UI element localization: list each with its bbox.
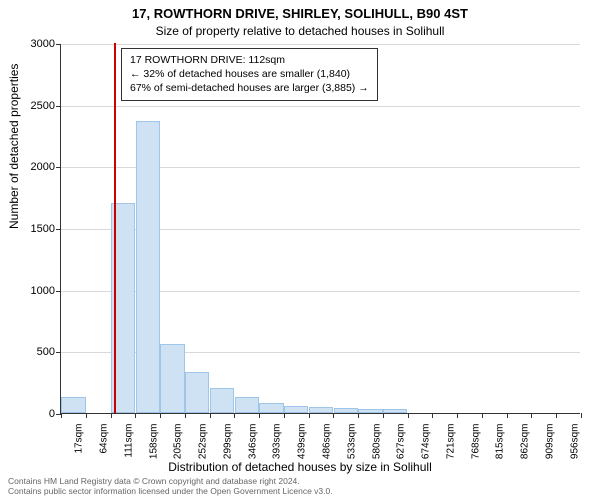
x-tick-label: 533sqm [344,424,357,460]
x-tick-label: 768sqm [468,424,481,460]
x-tick [160,413,161,418]
footer-line1: Contains HM Land Registry data © Crown c… [8,476,333,486]
x-tick [185,413,186,418]
x-tick [556,413,557,418]
chart-title-line1: 17, ROWTHORN DRIVE, SHIRLEY, SOLIHULL, B… [0,6,600,21]
x-tick [210,413,211,418]
histogram-bar [259,403,283,413]
x-tick-label: 252sqm [196,424,209,460]
x-tick-label: 111sqm [121,424,134,458]
x-tick-label: 909sqm [542,424,555,460]
y-tick-label: 3000 [31,38,61,50]
x-tick-label: 346sqm [245,424,258,460]
x-tick [61,413,62,418]
footer: Contains HM Land Registry data © Crown c… [8,476,333,496]
x-tick-label: 205sqm [171,424,184,460]
x-tick-label: 956sqm [567,424,580,460]
x-tick [408,413,409,418]
x-tick [432,413,433,418]
x-tick [259,413,260,418]
histogram-bar [334,408,358,413]
y-tick-label: 500 [37,346,61,358]
y-tick-label: 2000 [31,161,61,173]
histogram-bar [284,406,308,413]
x-tick [358,413,359,418]
chart-title-line2: Size of property relative to detached ho… [0,24,600,38]
annotation-line1: 17 ROWTHORN DRIVE: 112sqm [130,53,369,67]
histogram-bar [358,409,382,413]
x-tick-label: 486sqm [320,424,333,460]
histogram-bar [210,388,234,413]
histogram-bar [185,372,209,413]
annotation-line3: 67% of semi-detached houses are larger (… [130,81,369,95]
x-tick-label: 299sqm [220,424,233,460]
y-tick-label: 1000 [31,285,61,297]
x-tick-label: 393sqm [270,424,283,460]
y-axis-title: Number of detached properties [7,64,21,229]
x-tick [309,413,310,418]
x-tick [457,413,458,418]
plot-area: 05001000150020002500300017sqm64sqm111sqm… [60,44,580,414]
histogram-bar [383,409,407,413]
annotation-box: 17 ROWTHORN DRIVE: 112sqm ← 32% of detac… [121,48,378,101]
histogram-bar [160,344,184,413]
y-tick-label: 2500 [31,100,61,112]
histogram-bar [136,121,160,413]
x-tick-label: 862sqm [518,424,531,460]
x-tick-label: 674sqm [419,424,432,460]
histogram-bar [235,397,259,413]
grid-line [61,44,580,45]
x-tick [333,413,334,418]
property-marker-line [114,43,116,413]
x-tick-label: 815sqm [493,424,506,460]
y-tick-label: 0 [49,408,61,420]
x-tick [86,413,87,418]
x-tick [284,413,285,418]
x-tick [531,413,532,418]
x-tick-label: 439sqm [295,424,308,460]
grid-line [61,106,580,107]
histogram-bar [61,397,85,413]
x-tick [581,413,582,418]
x-tick [135,413,136,418]
x-tick [383,413,384,418]
x-tick-label: 17sqm [72,424,85,454]
x-tick-label: 721sqm [443,424,456,460]
x-tick [482,413,483,418]
footer-line2: Contains public sector information licen… [8,486,333,496]
chart-container: 17, ROWTHORN DRIVE, SHIRLEY, SOLIHULL, B… [0,0,600,500]
x-tick [111,413,112,418]
histogram-bar [309,407,333,413]
x-tick [507,413,508,418]
x-axis-title: Distribution of detached houses by size … [0,460,600,474]
x-tick-label: 64sqm [97,424,110,454]
y-tick-label: 1500 [31,223,61,235]
x-tick [234,413,235,418]
x-tick-label: 580sqm [369,424,382,460]
annotation-line2: ← 32% of detached houses are smaller (1,… [130,67,369,81]
x-tick-label: 158sqm [146,424,159,460]
x-tick-label: 627sqm [394,424,407,460]
